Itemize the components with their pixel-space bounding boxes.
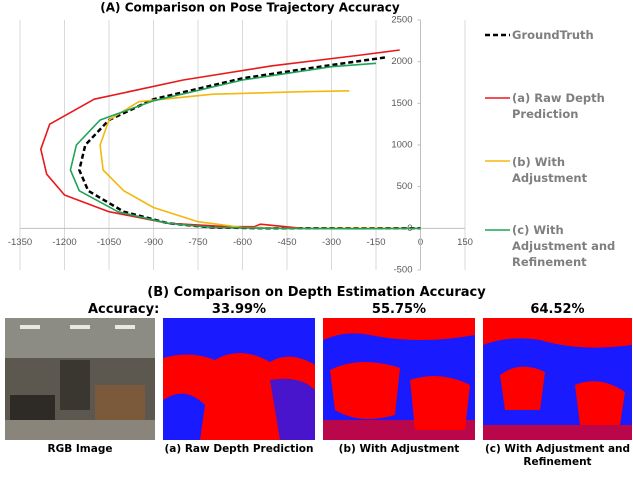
- depth-map-a: [163, 318, 315, 440]
- legend-label: (c) With Adjustment and Refinement: [512, 223, 616, 269]
- x-tick-label: -1050: [97, 237, 121, 248]
- caption: RGB Image: [47, 443, 113, 455]
- depth-map-c: [483, 318, 632, 440]
- legend-label: (b) With Adjustment: [512, 155, 588, 185]
- accuracy-value: 55.75%: [371, 302, 427, 317]
- legend-label: GroundTruth: [512, 28, 594, 42]
- y-tick-label: 2000: [391, 56, 412, 67]
- y-tick-label: -500: [393, 265, 412, 276]
- trajectory-line: [69, 62, 421, 230]
- accuracy-value: 33.99%: [211, 302, 267, 317]
- caption: (a) Raw Depth Prediction: [164, 443, 314, 455]
- x-tick-label: -900: [144, 237, 163, 248]
- x-tick-label: -300: [322, 237, 341, 248]
- accuracy-label: Accuracy:: [88, 302, 160, 317]
- caption: (c) With Adjustment and Refinement: [484, 443, 631, 468]
- x-tick-label: -750: [188, 237, 207, 248]
- plot: -1350-1200-1050-900-750-600-450-300-1500…: [8, 15, 510, 276]
- trajectory-line: [78, 56, 421, 230]
- y-tick-label: 1500: [391, 98, 412, 109]
- accuracy-value: 64.52%: [530, 302, 585, 317]
- panel-b-title: (B) Comparison on Depth Estimation Accur…: [147, 285, 486, 300]
- x-tick-label: -1350: [8, 237, 32, 248]
- trajectory-line: [99, 90, 421, 230]
- x-tick-label: -600: [233, 237, 252, 248]
- y-tick-label: 2500: [391, 15, 412, 26]
- depth-map-b: [323, 318, 475, 440]
- y-tick-label: 1000: [391, 140, 412, 151]
- legend-label: (a) Raw Depth Prediction: [512, 91, 605, 121]
- x-tick-label: -450: [277, 237, 296, 248]
- x-tick-label: -150: [366, 237, 385, 248]
- y-tick-label: 500: [397, 181, 413, 192]
- rgb-image: [5, 318, 155, 440]
- trajectory-line: [40, 49, 421, 230]
- x-tick-label: -1200: [52, 237, 76, 248]
- x-tick-label: 150: [457, 237, 473, 248]
- chart-title: (A) Comparison on Pose Trajectory Accura…: [100, 1, 400, 15]
- caption: (b) With Adjustment: [338, 443, 460, 455]
